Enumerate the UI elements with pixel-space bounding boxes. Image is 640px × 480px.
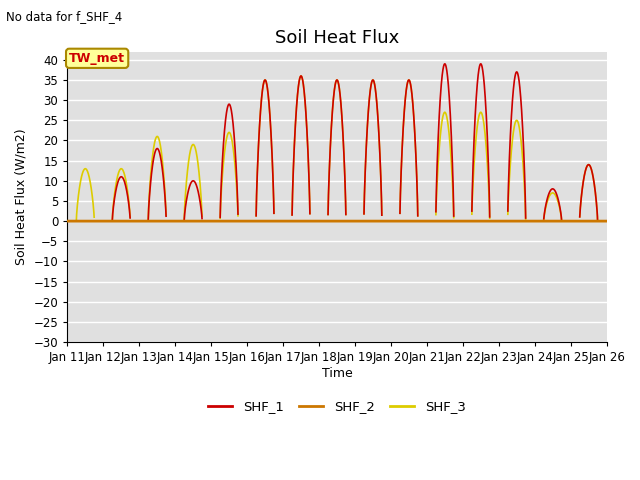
Line: SHF_1: SHF_1 <box>76 64 598 221</box>
SHF_2 <box>179 218 187 224</box>
Text: No data for f_SHF_4: No data for f_SHF_4 <box>6 10 123 23</box>
SHF_1 <box>399 132 406 138</box>
Title: Soil Heat Flux: Soil Heat Flux <box>275 29 399 48</box>
SHF_2 <box>390 218 397 224</box>
Line: SHF_3: SHF_3 <box>76 76 598 221</box>
SHF_3 <box>399 132 406 138</box>
Text: TW_met: TW_met <box>69 52 125 65</box>
SHF_2 <box>214 218 221 224</box>
SHF_2 <box>399 218 406 224</box>
SHF_2 <box>603 218 611 224</box>
SHF_2 <box>602 218 610 224</box>
SHF_2 <box>63 218 71 224</box>
Y-axis label: Soil Heat Flux (W/m2): Soil Heat Flux (W/m2) <box>15 129 28 265</box>
SHF_3 <box>552 192 559 198</box>
X-axis label: Time: Time <box>321 367 353 380</box>
Legend: SHF_1, SHF_2, SHF_3: SHF_1, SHF_2, SHF_3 <box>203 395 471 419</box>
SHF_1 <box>552 189 559 194</box>
SHF_2 <box>552 218 559 224</box>
